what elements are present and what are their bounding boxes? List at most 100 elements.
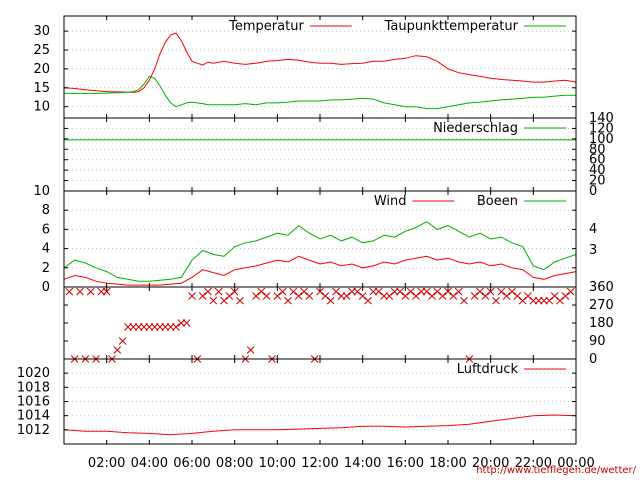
scatter-mark-wind_direction (326, 296, 335, 305)
scatter-mark-wind_direction (438, 292, 447, 300)
scatter-mark-wind_direction (353, 287, 362, 296)
scatter-mark-wind_direction (257, 287, 266, 296)
scatter-mark-wind_direction (412, 292, 420, 300)
scatter-mark-wind_direction (332, 287, 340, 296)
x-tick-label: 04:00 (131, 456, 168, 471)
y-tick-label-pressure: 1018 (17, 380, 50, 395)
x-tick-label: 06:00 (173, 456, 210, 471)
series-line-temperature-1 (64, 75, 576, 110)
x-tick-label: 16:00 (387, 456, 424, 471)
y-tick-label-wind: 4 (42, 242, 50, 257)
y-tick-label-wind: 8 (42, 203, 50, 218)
scatter-mark-wind_direction (444, 287, 452, 296)
scatter-mark-wind_direction (182, 319, 191, 327)
scatter-mark-wind_direction (406, 287, 415, 296)
series-line-wind-1 (63, 221, 577, 282)
y-tick-label-precipitation: 60 (589, 153, 606, 168)
series-line-pressure-0 (63, 414, 577, 436)
scatter-mark-wind_direction (209, 296, 218, 305)
y-tick-label-wind: 6 (42, 222, 50, 237)
y-tick-label-wind: 0 (42, 280, 50, 295)
scatter-mark-wind_direction (358, 292, 367, 300)
scatter-mark-wind_direction (198, 292, 207, 300)
y-tick-label-precipitation: 0 (589, 184, 597, 199)
legend-label-temperature: Temperatur (228, 19, 304, 34)
scatter-mark-wind_direction (566, 287, 575, 296)
scatter-mark-wind_direction (422, 287, 431, 296)
scatter-mark-wind_direction (316, 287, 324, 296)
scatter-mark-wind_direction (118, 337, 127, 345)
scatter-mark-wind_direction (545, 296, 554, 305)
scatter-mark-wind_direction (204, 287, 212, 296)
scatter-mark-wind_direction (225, 292, 234, 300)
x-tick-label: 18:00 (429, 456, 466, 471)
scatter-mark-wind_direction (252, 292, 260, 300)
scatter-mark-wind_direction (262, 292, 271, 300)
y-tick-label-wind_direction: 360 (589, 280, 614, 295)
scatter-mark-wind_direction (273, 292, 282, 300)
y-tick-label-pressure: 1020 (17, 366, 50, 381)
scatter-mark-wind_direction (86, 287, 95, 296)
scatter-mark-wind_direction (278, 287, 287, 296)
legend-label-temperature: Taupunkttemperatur (384, 19, 519, 34)
legend-label-precipitation: Niederschlag (433, 121, 518, 136)
series-line-temperature-0 (63, 32, 577, 93)
scatter-mark-wind_direction (481, 292, 490, 300)
legend-label-pressure: Luftdruck (457, 362, 519, 377)
scatter-mark-wind_direction (374, 287, 383, 296)
scatter-mark-wind_direction (172, 323, 180, 331)
y-tick-label-wind: 10 (33, 184, 50, 199)
y2-tick-label-wind: 4 (589, 222, 597, 237)
x-tick-label: 14:00 (344, 456, 381, 471)
y-tick-label-pressure: 1016 (17, 395, 50, 410)
y2-tick-label-wind: 3 (589, 243, 597, 258)
scatter-mark-wind_direction (550, 292, 559, 300)
x-tick-label: 02:00 (88, 456, 125, 471)
y-tick-label-precipitation: 80 (589, 142, 606, 157)
y-tick-label-temperature: 25 (33, 43, 50, 58)
scatter-mark-wind_direction (188, 292, 196, 300)
scatter-mark-wind_direction (65, 287, 74, 296)
scatter-mark-wind_direction (556, 296, 564, 305)
scatter-mark-wind_direction (497, 287, 506, 296)
y-tick-label-wind_direction: 180 (589, 316, 614, 331)
y-tick-label-precipitation: 120 (589, 121, 614, 136)
scatter-mark-wind_direction (289, 287, 298, 296)
scatter-mark-wind_direction (454, 287, 463, 296)
legend-label-wind: Boeen (477, 194, 518, 209)
scatter-mark-wind_direction (449, 292, 458, 300)
y-tick-label-temperature: 15 (33, 81, 50, 96)
legend-label-wind: Wind (374, 194, 407, 209)
scatter-mark-wind_direction (561, 292, 570, 300)
y-tick-label-temperature: 30 (33, 24, 50, 39)
scatter-mark-wind_direction (433, 287, 442, 296)
y-tick-label-temperature: 10 (33, 100, 50, 115)
scatter-mark-wind_direction (246, 346, 255, 354)
x-tick-label: 20:00 (472, 456, 509, 471)
y-tick-label-wind: 2 (42, 261, 50, 276)
scatter-mark-wind_direction (230, 287, 239, 296)
scatter-mark-wind_direction (508, 287, 516, 296)
scatter-mark-wind_direction (524, 292, 532, 300)
x-tick-label: 08:00 (216, 456, 253, 471)
scatter-mark-wind_direction (294, 292, 303, 300)
scatter-mark-wind_direction (428, 292, 436, 300)
y-tick-label-wind_direction: 270 (589, 298, 614, 313)
y-tick-label-temperature: 20 (33, 62, 50, 77)
scatter-mark-wind_direction (470, 292, 479, 300)
y-tick-label-wind_direction: 0 (589, 352, 597, 367)
y-tick-label-pressure: 1012 (17, 423, 50, 438)
scatter-mark-wind_direction (305, 292, 314, 300)
scatter-mark-wind_direction (476, 287, 484, 296)
y-tick-label-precipitation: 20 (589, 174, 606, 189)
scatter-mark-wind_direction (284, 296, 292, 305)
y-tick-label-precipitation: 100 (589, 132, 614, 147)
scatter-mark-wind_direction (76, 287, 84, 296)
axes-layer (63, 15, 577, 445)
y-tick-label-pressure: 1014 (17, 409, 50, 424)
scatter-mark-wind_direction (396, 287, 404, 296)
scatter-mark-wind_direction (236, 296, 244, 305)
scatter-mark-wind_direction (502, 292, 511, 300)
